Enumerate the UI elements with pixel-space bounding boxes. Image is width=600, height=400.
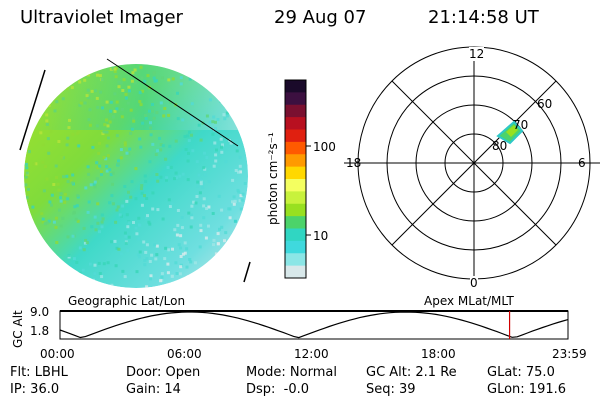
colorbar-tick-100: 100 [313, 140, 336, 154]
colorbar-segment [285, 216, 306, 229]
colorbar-segment [285, 228, 306, 242]
time-tick-2359: 23:59 [552, 347, 587, 361]
auroral-image [19, 58, 251, 288]
status-glat: GLat: 75.0 [487, 365, 555, 380]
limb-mark-left [19, 69, 46, 151]
mlat-label-70: 70 [513, 118, 529, 132]
mlt-label-18: 18 [346, 156, 362, 170]
mlat-label-80: 80 [492, 139, 508, 153]
colorbar-segment [285, 253, 306, 267]
polar-plot [344, 46, 600, 280]
colorbar-segment [285, 154, 306, 168]
status-gc-alt: GC Alt: 2.1 Re [366, 365, 457, 380]
apex-coords-label: Apex MLat/MLT [424, 294, 514, 308]
time-tick-0000: 00:00 [40, 347, 75, 361]
colorbar-segment [285, 80, 306, 93]
colorbar-segment [285, 166, 306, 180]
gc-alt-tick-high: 9.0 [30, 305, 50, 319]
colorbar-segment [285, 203, 306, 217]
colorbar-segment [285, 129, 306, 143]
status-glon: GLon: 191.6 [487, 382, 567, 397]
meridian-diag-2 [391, 80, 557, 246]
time-tick-1800: 18:00 [421, 347, 456, 361]
gc-alt-axis-title: GC Alt [11, 310, 25, 348]
status-door: Door: Open [126, 365, 201, 380]
color-scale-bar [284, 79, 311, 279]
colorbar-segment [285, 117, 306, 130]
mlt-label-12: 12 [469, 47, 485, 61]
mlt-label-6: 6 [578, 156, 586, 170]
date-label: 29 Aug 07 [274, 7, 367, 28]
status-ip: IP: 36.0 [10, 382, 60, 397]
limb-mark-right [243, 261, 251, 283]
status-filter: Flt: LBHL [10, 365, 68, 380]
auroral-footprint-core [506, 125, 518, 137]
status-mode: Mode: Normal [246, 365, 337, 380]
colorbar-segment [285, 240, 306, 254]
time-tick-1200: 12:00 [294, 347, 329, 361]
status-seq: Seq: 39 [366, 382, 416, 397]
colorbar-tick-10: 10 [313, 229, 329, 243]
colorbar-segment [285, 179, 306, 192]
instrument-title: Ultraviolet Imager [20, 7, 183, 28]
image-disk [24, 64, 248, 288]
colorbar-segment [285, 191, 306, 205]
altitude-strip-plot [59, 310, 569, 340]
gc-alt-tick-low: 1.8 [30, 324, 50, 338]
mlt-label-0: 0 [470, 276, 478, 290]
mlat-label-60: 60 [537, 97, 553, 111]
terminator-line [106, 58, 239, 147]
time-label: 21:14:58 UT [428, 7, 539, 28]
colorbar-unit-label: photon cm⁻²s⁻¹ [266, 132, 280, 225]
geographic-coords-label: Geographic Lat/Lon [68, 294, 186, 308]
altitude-curve [59, 311, 569, 339]
colorbar-segment [285, 265, 306, 279]
status-dsp: Dsp: -0.0 [246, 382, 310, 397]
colorbar-segment [285, 92, 306, 106]
status-gain: Gain: 14 [126, 382, 181, 397]
colorbar-segment [285, 141, 306, 155]
colorbar-segment [285, 104, 306, 118]
time-tick-0600: 06:00 [167, 347, 202, 361]
